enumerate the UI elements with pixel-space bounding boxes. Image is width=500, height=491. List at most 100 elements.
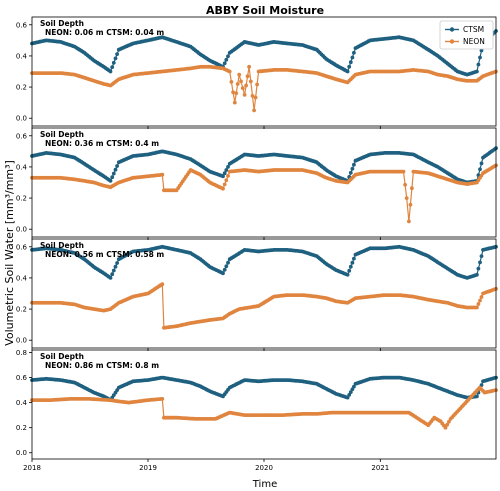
data-point xyxy=(226,174,230,178)
data-point xyxy=(221,186,225,191)
data-point xyxy=(476,266,481,271)
data-point xyxy=(111,60,116,65)
data-point xyxy=(255,82,259,87)
data-point xyxy=(224,178,229,183)
data-point xyxy=(479,254,484,258)
data-point xyxy=(110,272,115,277)
y-tick-label: 0.0 xyxy=(16,115,27,123)
data-point xyxy=(478,55,482,60)
data-point xyxy=(113,264,118,269)
data-point xyxy=(226,165,230,169)
data-point xyxy=(113,56,118,61)
y-tick-label: 0.0 xyxy=(16,449,27,457)
data-point xyxy=(447,419,451,424)
y-tick-label: 0.6 xyxy=(16,21,28,29)
data-point xyxy=(115,261,119,265)
data-point xyxy=(347,64,352,69)
y-tick-label: 0.2 xyxy=(16,424,27,432)
data-point xyxy=(252,108,256,113)
data-point xyxy=(479,48,484,53)
legend-label: CTSM xyxy=(463,25,484,34)
data-point xyxy=(237,72,242,77)
data-point xyxy=(253,95,258,100)
data-point xyxy=(404,196,409,201)
data-point xyxy=(222,171,227,176)
data-point xyxy=(476,302,481,306)
data-point xyxy=(478,260,482,265)
data-point xyxy=(111,268,116,273)
data-point xyxy=(476,62,481,67)
data-point xyxy=(475,69,479,74)
data-point xyxy=(401,169,406,174)
data-point xyxy=(113,167,118,172)
series-line-neon xyxy=(32,66,497,111)
data-point xyxy=(240,86,245,90)
series-points-ctsm xyxy=(30,244,498,280)
data-point xyxy=(350,55,355,60)
data-point xyxy=(479,295,484,299)
data-point xyxy=(110,65,115,69)
data-point xyxy=(108,276,113,280)
data-point xyxy=(110,175,115,180)
data-point xyxy=(226,54,230,59)
series-points-neon xyxy=(30,282,498,330)
data-point xyxy=(224,168,229,172)
data-point xyxy=(160,397,165,401)
series-points-neon xyxy=(30,64,498,113)
y-tick-label: 0.0 xyxy=(16,226,27,234)
x-tick-label: 2020 xyxy=(255,464,273,472)
y-tick-label: 0.4 xyxy=(16,399,28,407)
data-point xyxy=(234,91,239,96)
y-tick-label: 0.4 xyxy=(16,52,28,60)
data-point xyxy=(226,260,230,265)
y-tick-label: 0.2 xyxy=(16,195,27,203)
data-point xyxy=(475,305,479,310)
series-points-ctsm xyxy=(30,146,498,185)
data-point xyxy=(408,202,413,207)
panel-label: Soil Depth xyxy=(40,241,84,250)
panel-label: Soil Depth xyxy=(40,352,84,361)
data-point xyxy=(348,60,353,65)
data-point xyxy=(242,93,247,97)
data-point xyxy=(410,186,414,191)
data-point xyxy=(352,256,356,261)
data-point xyxy=(478,298,482,303)
data-point xyxy=(403,182,407,187)
y-tick-label: 0.2 xyxy=(16,306,27,314)
data-point xyxy=(244,83,249,88)
panel-depth-text: NEON: 0.06 m CTSM: 0.04 m xyxy=(45,28,164,37)
data-point xyxy=(352,50,356,55)
series-points-neon xyxy=(30,163,498,224)
x-tick-label: 2018 xyxy=(23,464,41,472)
panel-depth-text: NEON: 0.36 m CTSM: 0.4 m xyxy=(45,139,159,148)
data-point xyxy=(348,390,353,394)
data-point xyxy=(221,271,225,276)
y-tick-label: 0.6 xyxy=(16,132,28,140)
data-point xyxy=(111,171,116,176)
y-tick-label: 0.8 xyxy=(16,349,27,357)
legend: CTSM NEON xyxy=(439,20,494,50)
panel-depth-text: NEON: 0.86 m CTSM: 0.8 m xyxy=(45,361,159,370)
data-point xyxy=(348,170,353,175)
series-points-ctsm xyxy=(30,29,498,77)
data-point xyxy=(350,166,355,171)
y-tick-label: 0.0 xyxy=(16,337,27,345)
data-point xyxy=(479,161,484,166)
data-point xyxy=(352,162,356,167)
data-point xyxy=(347,268,352,273)
data-point xyxy=(222,267,227,272)
y-tick-label: 0.6 xyxy=(16,374,28,382)
x-tick-label: 2021 xyxy=(371,464,389,472)
data-point xyxy=(247,64,252,69)
y-tick-label: 0.6 xyxy=(16,243,28,251)
series-line-ctsm xyxy=(31,147,497,184)
series-line-ctsm xyxy=(31,30,497,76)
data-point xyxy=(108,69,113,74)
series-line-neon xyxy=(32,283,497,329)
x-tick-label: 2019 xyxy=(139,464,157,472)
data-point xyxy=(222,61,227,66)
